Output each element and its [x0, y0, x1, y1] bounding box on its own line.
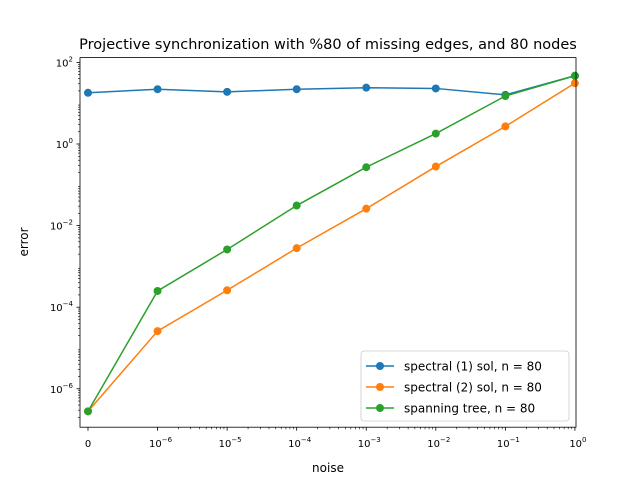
- x-tick-label: 10−3: [358, 436, 381, 450]
- y-tick-label-exponent: −4: [63, 300, 74, 308]
- legend-marker: [376, 383, 384, 391]
- x-tick-label: 10−6: [149, 436, 173, 450]
- x-tick-label: 100: [569, 436, 586, 450]
- y-tick-label-exponent: 0: [69, 137, 73, 145]
- series-3-point: [84, 407, 92, 416]
- y-tick-label: 100: [56, 137, 73, 151]
- x-tick-label-exponent: −2: [440, 436, 450, 444]
- series-2-point: [362, 204, 371, 213]
- y-tick-label-base: 10: [50, 385, 63, 396]
- x-tick-label-exponent: −3: [370, 436, 380, 444]
- x-tick-label: 10−2: [427, 436, 450, 450]
- x-tick-label-base: 10: [497, 439, 510, 450]
- x-tick-label-exponent: −4: [301, 436, 312, 444]
- series-3-point: [223, 245, 232, 254]
- series-2-point: [153, 327, 162, 336]
- series-3-point: [431, 129, 440, 138]
- series-2-point: [223, 286, 232, 295]
- chart-title: Projective synchronization with %80 of m…: [79, 37, 577, 53]
- x-tick-label-exponent: 0: [582, 436, 586, 444]
- y-tick-label-exponent: −6: [63, 382, 74, 390]
- x-tick-label-base: 0: [85, 439, 91, 450]
- legend: spectral (1) sol, n = 80 spectral (2) sol…: [360, 350, 570, 422]
- y-tick-label-base: 10: [56, 140, 69, 151]
- x-tick-label: 0: [85, 439, 91, 450]
- series-line-2: [87, 82, 576, 412]
- x-tick-label-base: 10: [569, 439, 582, 450]
- y-tick-label: 10−2: [50, 219, 73, 233]
- x-tick-label-base: 10: [427, 439, 440, 450]
- x-tick-label-exponent: −5: [231, 436, 241, 444]
- x-axis-ticks: 0 10−6 10−5 10−4 10−3 10−2 10−1 100: [85, 427, 587, 450]
- legend-box: [360, 350, 570, 422]
- y-tick-label-base: 10: [56, 58, 69, 69]
- legend-marker: [376, 362, 384, 370]
- legend-label: spanning tree, n = 80: [404, 402, 535, 416]
- x-tick-label-base: 10: [288, 439, 301, 450]
- x-tick-label: 10−1: [497, 436, 520, 450]
- series-line-1: [87, 75, 576, 96]
- y-tick-label: 102: [56, 55, 73, 69]
- series-1-point: [84, 88, 92, 97]
- series-1-point: [223, 87, 232, 96]
- series-1-point: [292, 85, 301, 94]
- y-tick-label-exponent: −2: [63, 219, 73, 227]
- series-2-point: [501, 122, 510, 131]
- y-axis-label: error: [17, 227, 31, 256]
- series-3-point: [153, 286, 162, 295]
- x-tick-label-base: 10: [149, 439, 162, 450]
- y-tick-label: 10−6: [50, 382, 74, 396]
- x-tick-label-exponent: −1: [510, 436, 520, 444]
- series-3-point: [292, 201, 301, 210]
- series-1-point: [153, 85, 162, 94]
- x-tick-label: 10−4: [288, 436, 312, 450]
- y-tick-label: 10−4: [50, 300, 74, 314]
- series-3-point: [362, 163, 371, 172]
- y-tick-label-base: 10: [50, 303, 63, 314]
- series-2-point: [570, 79, 579, 88]
- x-tick-label-base: 10: [219, 439, 232, 450]
- x-axis-label: noise: [312, 461, 344, 475]
- x-tick-label: 10−5: [219, 436, 242, 450]
- series-lines: [87, 75, 576, 412]
- series-3-point: [501, 92, 510, 101]
- series-markers: [84, 71, 579, 416]
- y-tick-label-base: 10: [50, 222, 63, 233]
- series-1-point: [431, 84, 440, 93]
- series-2-point: [292, 244, 301, 253]
- series-2-point: [431, 162, 440, 171]
- legend-label: spectral (2) sol, n = 80: [404, 381, 542, 395]
- series-1-point: [362, 83, 371, 92]
- x-tick-label-exponent: −6: [162, 436, 173, 444]
- legend-marker: [376, 404, 384, 412]
- y-tick-label-exponent: 2: [69, 55, 73, 63]
- series-3-point: [570, 71, 579, 80]
- legend-label: spectral (1) sol, n = 80: [404, 360, 542, 374]
- x-tick-label-base: 10: [358, 439, 371, 450]
- plot-frame: [79, 57, 577, 428]
- series-line-3: [87, 75, 576, 412]
